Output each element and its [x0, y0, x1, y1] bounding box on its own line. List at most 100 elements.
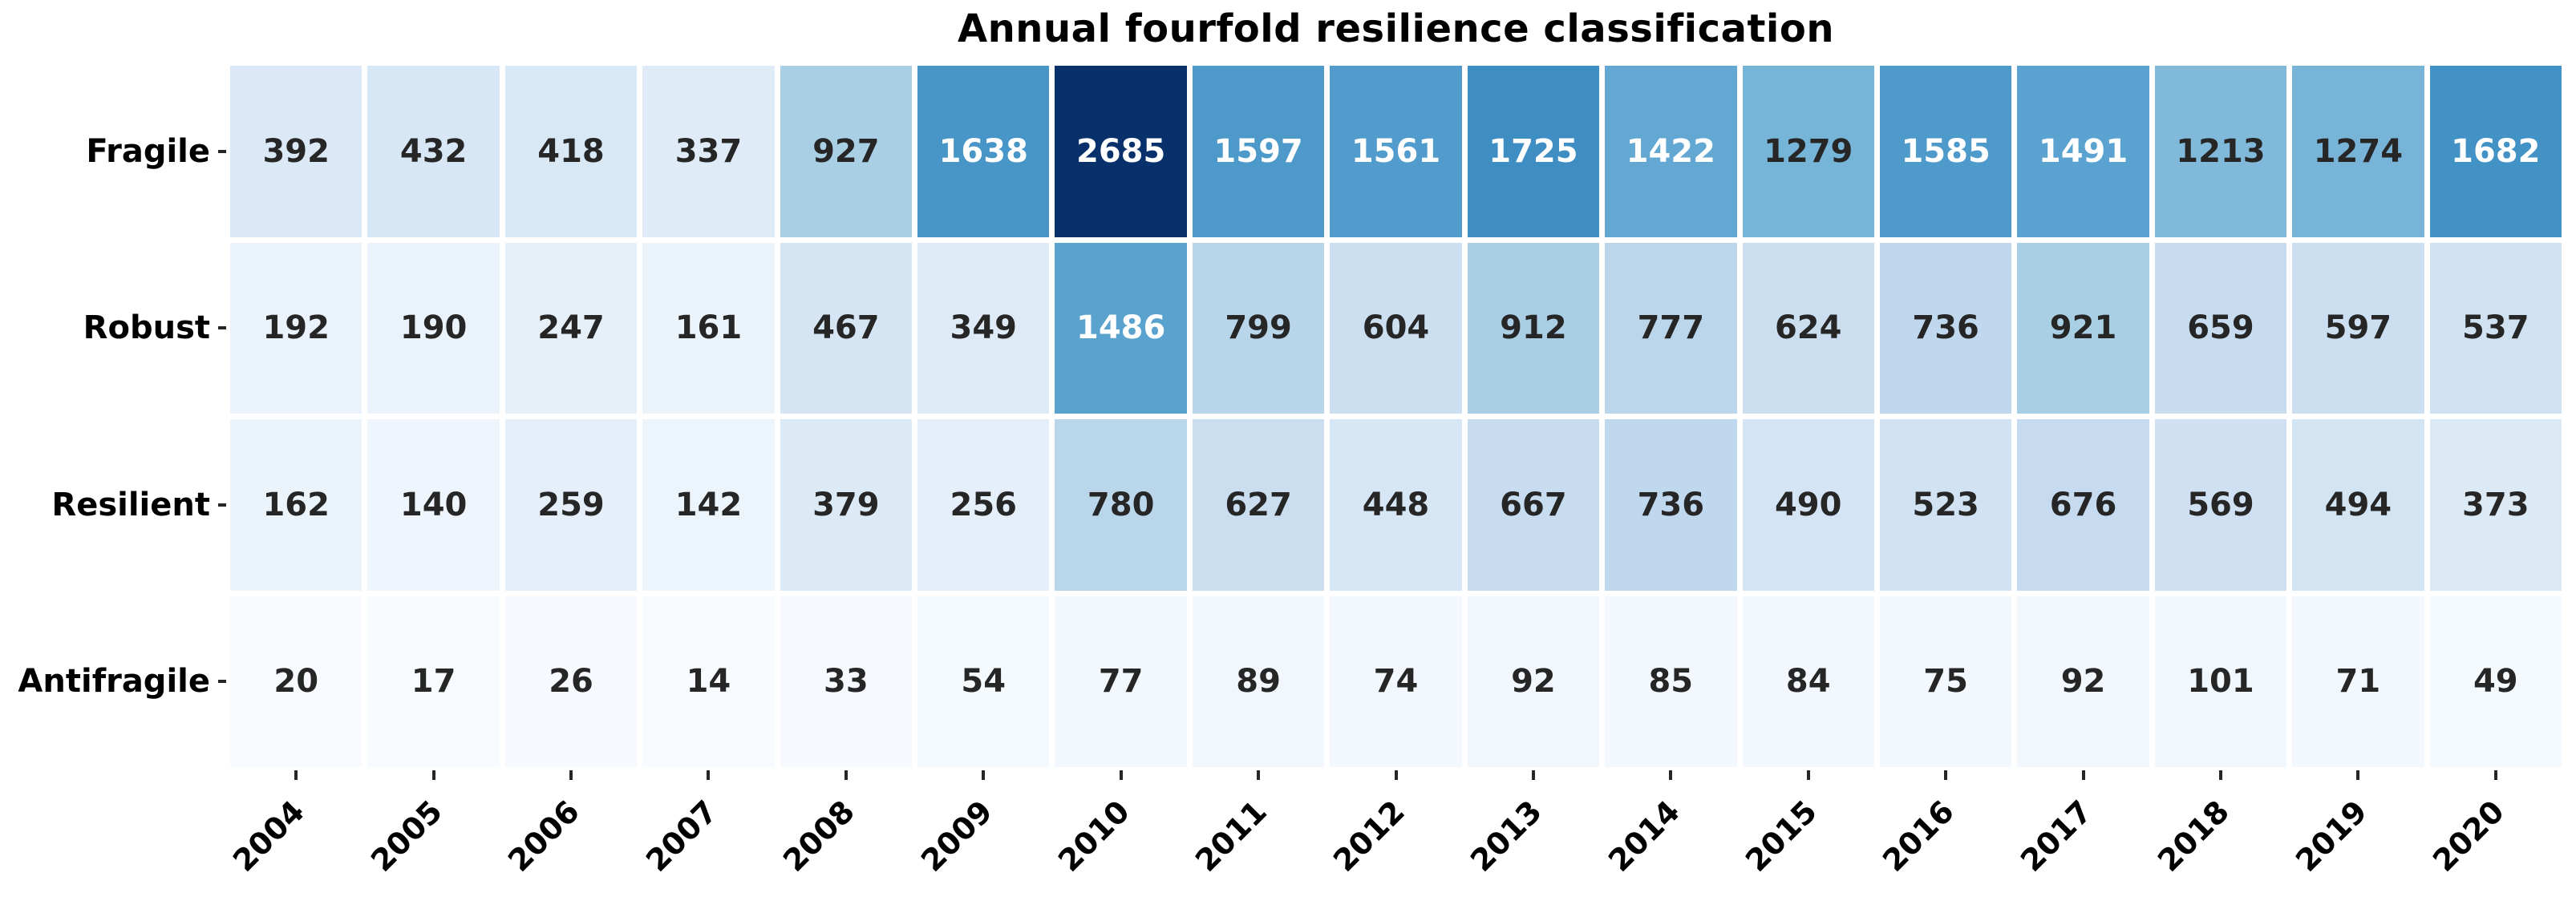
heatmap-cell: 373	[2429, 419, 2562, 591]
x-tick-label-2015: 2015	[1738, 794, 1824, 879]
y-tick	[218, 326, 226, 330]
x-tick	[1257, 770, 1261, 780]
heatmap-cell: 54	[917, 596, 1050, 767]
heatmap-cell: 736	[1879, 242, 2012, 414]
x-tick-label-2008: 2008	[776, 794, 861, 879]
heatmap-cell: 777	[1605, 242, 1737, 414]
y-tick	[218, 680, 226, 684]
heatmap-cell: 1638	[917, 66, 1050, 237]
heatmap-cell: 14	[642, 596, 775, 767]
heatmap-cell: 161	[642, 242, 775, 414]
heatmap-cell: 89	[1192, 596, 1325, 767]
heatmap-cell: 921	[2017, 242, 2149, 414]
heatmap-cell: 624	[1742, 242, 1874, 414]
row-label-fragile: Fragile	[86, 132, 210, 170]
heatmap-cell: 569	[2154, 419, 2287, 591]
heatmap-cell: 84	[1742, 596, 1874, 767]
heatmap-cell: 349	[917, 242, 1050, 414]
heatmap-cell: 1725	[1467, 66, 1600, 237]
x-tick-label-2014: 2014	[1601, 794, 1687, 879]
heatmap-cell: 1422	[1605, 66, 1737, 237]
heatmap-cell: 736	[1605, 419, 1737, 591]
heatmap-cell: 1274	[2292, 66, 2424, 237]
heatmap-cell: 20	[230, 596, 363, 767]
heatmap-cell: 17	[367, 596, 500, 767]
x-tick-label-2005: 2005	[363, 794, 449, 879]
heatmap-cell: 1585	[1879, 66, 2012, 237]
x-tick-label-2018: 2018	[2151, 794, 2237, 879]
heatmap-cell: 162	[230, 419, 363, 591]
heatmap-cell: 71	[2292, 596, 2424, 767]
heatmap-cell: 1597	[1192, 66, 1325, 237]
heatmap-cell: 494	[2292, 419, 2424, 591]
heatmap-cell: 604	[1330, 242, 1462, 414]
x-tick	[2356, 770, 2360, 780]
heatmap-cell: 190	[367, 242, 500, 414]
x-tick	[1531, 770, 1535, 780]
heatmap-cell: 780	[1055, 419, 1187, 591]
heatmap-cell: 432	[367, 66, 500, 237]
heatmap-cell: 490	[1742, 419, 1874, 591]
heatmap-cell: 92	[2017, 596, 2149, 767]
x-tick	[1944, 770, 1948, 780]
row-label-robust: Robust	[83, 309, 210, 347]
heatmap-cell: 799	[1192, 242, 1325, 414]
heatmap-cell: 1213	[2154, 66, 2287, 237]
heatmap-cell: 140	[367, 419, 500, 591]
x-tick	[1669, 770, 1673, 780]
x-tick-label-2009: 2009	[913, 794, 999, 879]
x-tick-label-2006: 2006	[501, 794, 587, 879]
heatmap-cell: 627	[1192, 419, 1325, 591]
heatmap-cell: 659	[2154, 242, 2287, 414]
heatmap-cell: 77	[1055, 596, 1187, 767]
heatmap-cell: 337	[642, 66, 775, 237]
heatmap-cell: 392	[230, 66, 363, 237]
x-tick-label-2011: 2011	[1189, 794, 1274, 879]
heatmap-cell: 92	[1467, 596, 1600, 767]
heatmap-cell: 1682	[2429, 66, 2562, 237]
x-tick	[1394, 770, 1398, 780]
heatmap-cell: 74	[1330, 596, 1462, 767]
heatmap-cell: 49	[2429, 596, 2562, 767]
heatmap-cell: 142	[642, 419, 775, 591]
y-tick	[218, 149, 226, 153]
heatmap-cell: 523	[1879, 419, 2012, 591]
heatmap-cell: 1561	[1330, 66, 1462, 237]
heatmap-cell: 418	[504, 66, 638, 237]
heatmap-cell: 192	[230, 242, 363, 414]
x-tick	[1119, 770, 1123, 780]
x-tick	[569, 770, 573, 780]
x-tick-label-2012: 2012	[1326, 794, 1412, 879]
heatmap-cell: 667	[1467, 419, 1600, 591]
heatmap-cell: 26	[504, 596, 638, 767]
x-tick-label-2019: 2019	[2288, 794, 2374, 879]
x-tick	[844, 770, 848, 780]
heatmap-cell: 927	[780, 66, 913, 237]
x-tick-label-2017: 2017	[2013, 794, 2099, 879]
heatmap-cell: 259	[504, 419, 638, 591]
x-tick	[982, 770, 986, 780]
heatmap-cell: 75	[1879, 596, 2012, 767]
chart-title: Annual fourfold resilience classificatio…	[957, 6, 1835, 51]
heatmap-cell: 2685	[1055, 66, 1187, 237]
heatmap-cell: 379	[780, 419, 913, 591]
heatmap-cell: 1279	[1742, 66, 1874, 237]
x-tick	[294, 770, 298, 780]
x-tick	[1806, 770, 1810, 780]
heatmap-cell: 448	[1330, 419, 1462, 591]
heatmap-cell: 467	[780, 242, 913, 414]
x-tick-label-2010: 2010	[1051, 794, 1136, 879]
heatmap-cell: 597	[2292, 242, 2424, 414]
x-tick-label-2020: 2020	[2426, 794, 2511, 879]
heatmap-grid: 392 432 418 337 927 1638 2685 1597 1561 1725 1422 1…	[230, 66, 2562, 767]
heatmap-cell: 33	[780, 596, 913, 767]
heatmap-cell: 101	[2154, 596, 2287, 767]
x-tick	[2493, 770, 2497, 780]
heatmap-cell: 1491	[2017, 66, 2149, 237]
x-tick-label-2004: 2004	[226, 794, 312, 879]
heatmap-cell: 537	[2429, 242, 2562, 414]
heatmap-cell: 1486	[1055, 242, 1187, 414]
heatmap-cell: 912	[1467, 242, 1600, 414]
row-label-antifragile: Antifragile	[18, 663, 210, 701]
